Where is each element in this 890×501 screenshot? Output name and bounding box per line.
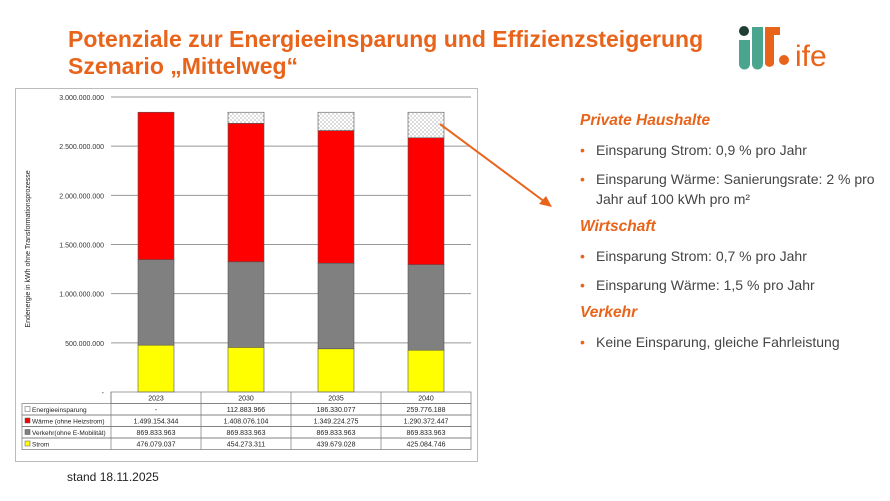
bar-segment (407, 111, 445, 139)
bar-segment (137, 259, 175, 346)
table-cell: 112.883.966 (227, 407, 266, 414)
table-header-cell: 2040 (418, 396, 434, 403)
table-cell: 454.273.311 (227, 442, 266, 449)
legend-swatch (24, 429, 31, 435)
bar-segment (407, 137, 445, 265)
y-tick-label: 1.500.000.000 (59, 243, 104, 250)
table-cell: 869.833.963 (227, 430, 266, 437)
section-heading-private: Private Haushalte (580, 112, 711, 129)
bar-segment (407, 264, 445, 351)
bar-segment (137, 111, 175, 260)
table-header-cell: 2035 (328, 396, 344, 403)
table-cell: 1.349.224.275 (314, 419, 359, 426)
notes-panel: Private Haushalte Einsparung Strom: 0,9 … (580, 112, 880, 361)
bar-segment (227, 111, 265, 124)
bar-segment (317, 262, 355, 350)
table-cell: 869.833.963 (137, 430, 176, 437)
bar-segment (407, 349, 445, 393)
table-cell: 439.679.028 (317, 442, 356, 449)
table-header-cell: 2023 (148, 396, 164, 403)
title-line-1: Potenziale zur Energieeinsparung und Eff… (68, 26, 704, 52)
logo-text: ife (795, 40, 827, 73)
section-heading-verkehr: Verkehr (580, 304, 638, 321)
table-cell: 1.290.372.447 (404, 419, 449, 426)
chart-frame: - 500.000.000 1.000.000.000 1.500.000.000 2.… (15, 88, 478, 462)
y-tick-label: - (102, 390, 105, 397)
bullet: Einsparung Strom: 0,9 % pro Jahr (580, 140, 880, 160)
bullet: Einsparung Wärme: 1,5 % pro Jahr (580, 275, 880, 295)
stand-date: stand 18.11.2025 (67, 470, 159, 484)
table-header-cell: 2030 (238, 396, 254, 403)
section-heading-wirtschaft: Wirtschaft (580, 218, 656, 235)
bullet: Einsparung Wärme: Sanierungsrate: 2 % pr… (580, 169, 880, 209)
table-cell: 869.833.963 (317, 430, 356, 437)
legend-swatch (24, 440, 31, 447)
table-cell: 1.499.154.344 (134, 419, 179, 426)
y-tick-label: 500.000.000 (65, 341, 104, 348)
bar-segment (317, 111, 355, 131)
y-tick-label: 3.000.000.000 (59, 95, 104, 102)
y-tick-label: 1.000.000.000 (59, 292, 104, 299)
y-tick-label: 2.500.000.000 (59, 144, 104, 151)
table-row (21, 437, 472, 450)
bar-segment (137, 344, 175, 393)
title-line-2: Szenario „Mittelweg“ (68, 53, 299, 79)
bullet: Einsparung Strom: 0,7 % pro Jahr (580, 246, 880, 266)
legend-label: Verkehr(ohne E-Mobilität) (32, 430, 106, 437)
legend-swatch (24, 406, 31, 412)
y-tick-label: 2.000.000.000 (59, 193, 104, 200)
legend-label: Wärme (ohne Heizstrom) (32, 419, 105, 426)
slide-title: Potenziale zur Energieeinsparung und Eff… (68, 26, 703, 80)
ife-logo: ife (739, 26, 827, 73)
stacked-bar-chart: - 500.000.000 1.000.000.000 1.500.000.000 2.… (21, 95, 472, 450)
bar-segment (227, 123, 265, 263)
bar-segment (317, 130, 355, 264)
bar-segment (227, 261, 265, 348)
table-cell: 1.408.076.104 (224, 419, 269, 426)
bullet: Keine Einsparung, gleiche Fahrleistung (580, 332, 880, 352)
y-axis-label: Endenergie in kWh ohne Transformationspr… (25, 170, 32, 327)
table-cell: 186.330.077 (317, 407, 356, 414)
legend-swatch (24, 417, 31, 424)
legend-label: Strom (32, 442, 49, 449)
table-cell: 425.084.746 (407, 442, 446, 449)
legend-label: Energieeinsparung (32, 407, 87, 414)
table-cell: 476.079.037 (137, 442, 176, 449)
bar-segment (227, 347, 265, 393)
bar-segment (317, 348, 355, 393)
table-cell: 259.776.188 (407, 407, 446, 414)
table-cell: 869.833.963 (407, 430, 446, 437)
table-cell: - (155, 407, 158, 414)
